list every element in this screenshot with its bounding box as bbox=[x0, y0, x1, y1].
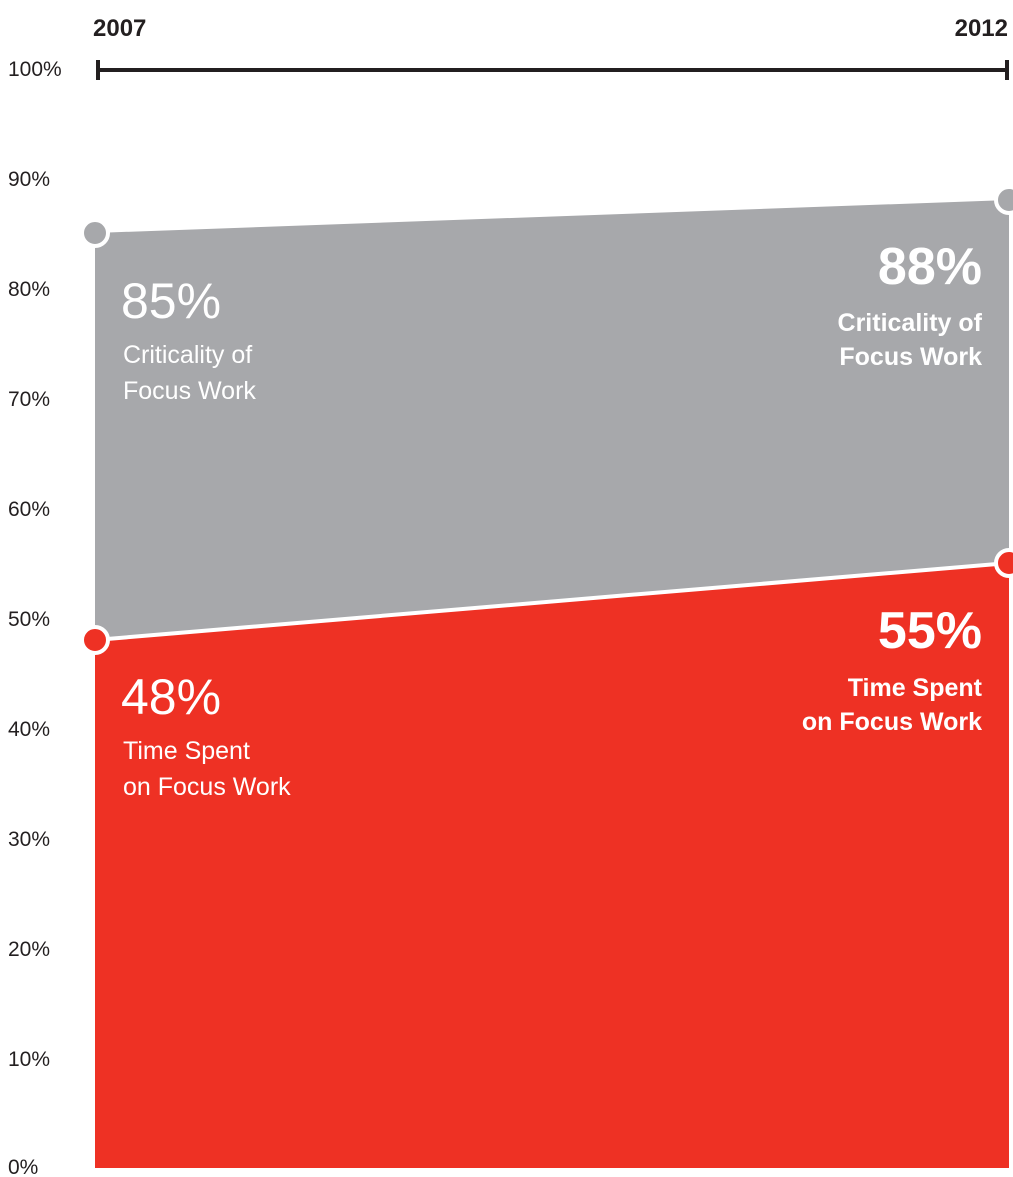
criticality-2012-label-line1: Criticality of bbox=[838, 309, 983, 337]
time-spent-area bbox=[95, 563, 1009, 1168]
time-spent-2007-value: 48% bbox=[121, 669, 221, 725]
y-tick-label: 0% bbox=[8, 1156, 38, 1177]
y-tick-label: 90% bbox=[8, 168, 50, 191]
criticality-2007-label-line1: Criticality of bbox=[123, 341, 252, 369]
criticality-point-2012 bbox=[994, 185, 1013, 215]
y-tick-label: 10% bbox=[8, 1048, 50, 1071]
time-spent-2012-label-line1: Time Spent bbox=[848, 674, 983, 702]
time-spent-2007-label-line1: Time Spent bbox=[123, 737, 250, 765]
y-tick-label: 80% bbox=[8, 278, 50, 301]
criticality-2007-value: 85% bbox=[121, 273, 221, 329]
y-tick-label: 20% bbox=[8, 938, 50, 961]
time-spent-point-2012 bbox=[994, 548, 1013, 578]
y-tick-label: 30% bbox=[8, 828, 50, 851]
criticality-2012-value: 88% bbox=[878, 238, 982, 296]
y-axis: 0% 10% 20% 30% 40% 50% 60% 70% 80% 90% 100% bbox=[8, 58, 62, 1177]
y-tick-label: 40% bbox=[8, 718, 50, 741]
criticality-2007-label-line2: Focus Work bbox=[123, 377, 256, 405]
criticality-2012-label-line2: Focus Work bbox=[839, 343, 982, 371]
time-spent-2012-label-line2: on Focus Work bbox=[802, 708, 982, 736]
time-spent-2012-value: 55% bbox=[878, 602, 982, 660]
y-tick-label: 100% bbox=[8, 58, 62, 81]
time-spent-2007-label-line2: on Focus Work bbox=[123, 773, 291, 801]
y-tick-label: 50% bbox=[8, 608, 50, 631]
time-spent-point-2007 bbox=[80, 625, 110, 655]
x-label-2007: 2007 bbox=[93, 15, 146, 42]
y-tick-label: 70% bbox=[8, 388, 50, 411]
y-tick-label: 60% bbox=[8, 498, 50, 521]
criticality-point-2007 bbox=[80, 218, 110, 248]
time-spent-line bbox=[94, 561, 1010, 642]
x-label-2012: 2012 bbox=[955, 15, 1008, 42]
criticality-area bbox=[95, 200, 1009, 640]
